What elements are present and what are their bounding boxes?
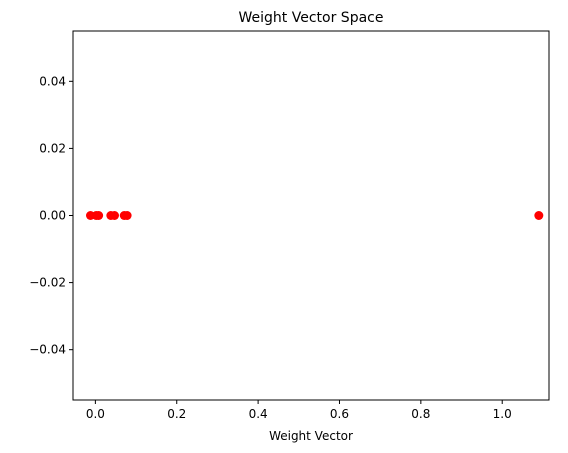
x-tick-label: 0.4 bbox=[249, 407, 268, 421]
y-tick-label: −0.02 bbox=[29, 276, 66, 290]
y-tick-label: −0.04 bbox=[29, 343, 66, 357]
data-point bbox=[94, 211, 104, 220]
y-axis: 0.04 0.02 0.00 −0.02 −0.04 bbox=[29, 74, 73, 357]
y-tick-label: 0.04 bbox=[39, 74, 66, 88]
y-tick-label: 0.02 bbox=[39, 141, 66, 155]
x-tick-label: 0.2 bbox=[167, 407, 186, 421]
plot-area bbox=[72, 30, 550, 401]
x-axis: 0.0 0.2 0.4 0.6 0.8 1.0 bbox=[86, 400, 512, 421]
data-point bbox=[109, 211, 119, 220]
x-tick-label: 0.0 bbox=[86, 407, 105, 421]
x-tick-label: 1.0 bbox=[493, 407, 512, 421]
data-point bbox=[122, 211, 132, 220]
y-tick-label: 0.00 bbox=[39, 209, 66, 223]
data-point bbox=[534, 211, 544, 220]
chart-title: Weight Vector Space bbox=[239, 10, 384, 26]
data-points bbox=[85, 211, 544, 220]
x-axis-label: Weight Vector bbox=[269, 429, 353, 443]
x-tick-label: 0.8 bbox=[411, 407, 430, 421]
x-tick-label: 0.6 bbox=[330, 407, 349, 421]
